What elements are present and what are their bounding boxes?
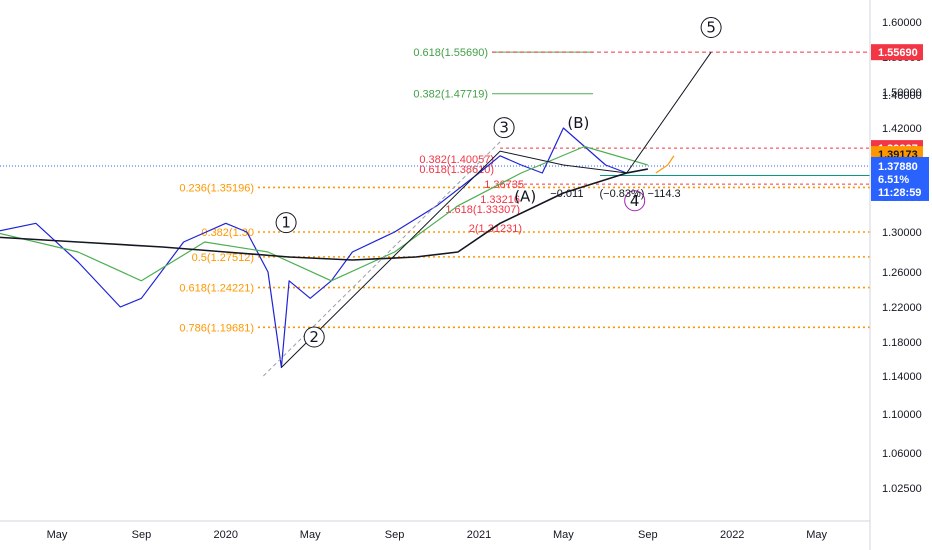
series-line-3[interactable] <box>0 168 648 261</box>
price-tick-label: 1.02500 <box>882 483 922 495</box>
time-tick-label: Sep <box>385 529 405 541</box>
plot-area: 0.236(1.35196) 0.382(1.30 0.5(1.27512) 0.61… <box>0 17 870 377</box>
price-tick-label: 1.60000 <box>882 17 922 29</box>
wave-label[interactable]: (A) <box>514 187 536 205</box>
wave-label[interactable]: 3 <box>499 119 509 137</box>
current-price-value: 1.37880 <box>878 161 918 173</box>
current-price-badge[interactable] <box>871 156 929 201</box>
time-tick-label: 2022 <box>720 529 744 541</box>
wave-circle[interactable] <box>303 326 325 348</box>
elliott-wave-path[interactable] <box>281 51 712 368</box>
time-axis[interactable]: May Sep 2020 May Sep 2021 May Sep 2022 May <box>47 529 828 541</box>
price-tick-label: 1.06000 <box>882 448 922 460</box>
current-price-countdown: 11:28:59 <box>878 187 921 199</box>
price-tick-label: 1.22000 <box>882 302 922 314</box>
current-price-change: 6.51% <box>878 174 909 186</box>
wave-label[interactable]: 1 <box>281 214 291 232</box>
time-tick-label: May <box>300 529 321 541</box>
retracement-level-label: 0.236(1.35196) <box>179 182 254 194</box>
measure-percent: (−0.83%) −114.3 <box>600 188 681 200</box>
extension-level-label: 0.382(1.47719) <box>413 89 488 101</box>
retracement-level-label: 0.786(1.19681) <box>179 322 254 334</box>
fib-cluster-label: 0.382(1.40057) <box>419 154 494 166</box>
price-badge-text: 1.55690 <box>878 47 918 59</box>
wave-circle[interactable] <box>624 190 646 212</box>
price-badge[interactable] <box>871 44 923 61</box>
price-tick-label: 1.42000 <box>882 123 922 135</box>
projection-arrow[interactable] <box>655 155 675 174</box>
wave-label[interactable]: (B) <box>567 114 589 132</box>
wave-label[interactable]: 5 <box>706 19 716 37</box>
retracement-level-label: 0.618(1.24221) <box>179 283 254 295</box>
wave-label[interactable]: 2 <box>309 328 319 346</box>
price-axis[interactable]: 1.600001.550001.500001.460001.420001.380… <box>871 17 929 495</box>
price-tick-label: 1.18000 <box>882 337 922 349</box>
retracement-level-label: 0.5(1.27512) <box>192 252 254 264</box>
measure-readout: −0.011 <box>550 188 583 200</box>
price-tick-label: 1.50000 <box>882 87 922 99</box>
retracement-level-label: 0.382(1.30 <box>201 227 254 239</box>
wave-circle[interactable] <box>275 212 297 234</box>
time-tick-label: Sep <box>132 529 152 541</box>
wave-label[interactable]: 4 <box>630 192 640 210</box>
time-tick-label: May <box>806 529 827 541</box>
fib-cluster-label: 2(1.31231) <box>469 223 522 235</box>
price-tick-label: 1.46000 <box>882 90 922 102</box>
price-tick-label: 1.26000 <box>882 267 922 279</box>
wave-circle[interactable] <box>493 117 515 139</box>
time-tick-label: 2020 <box>214 529 238 541</box>
fib-cluster-label: 1.33216 <box>480 194 520 206</box>
extension-level-label: 0.618(1.55690) <box>413 47 488 59</box>
price-tick-label: 1.14000 <box>882 371 922 383</box>
fib-cluster-label: 1.36735 <box>484 179 524 191</box>
time-tick-label: May <box>553 529 574 541</box>
wave-circle[interactable] <box>700 17 722 38</box>
series-line-2[interactable] <box>0 145 648 282</box>
time-tick-label: Sep <box>638 529 658 541</box>
time-tick-label: May <box>47 529 68 541</box>
price-tick-label: 1.30000 <box>882 227 922 239</box>
fib-cluster-label: 1.618(1.33307) <box>445 204 520 216</box>
price-tick-label: 1.10000 <box>882 409 922 421</box>
time-tick-label: 2021 <box>467 529 491 541</box>
